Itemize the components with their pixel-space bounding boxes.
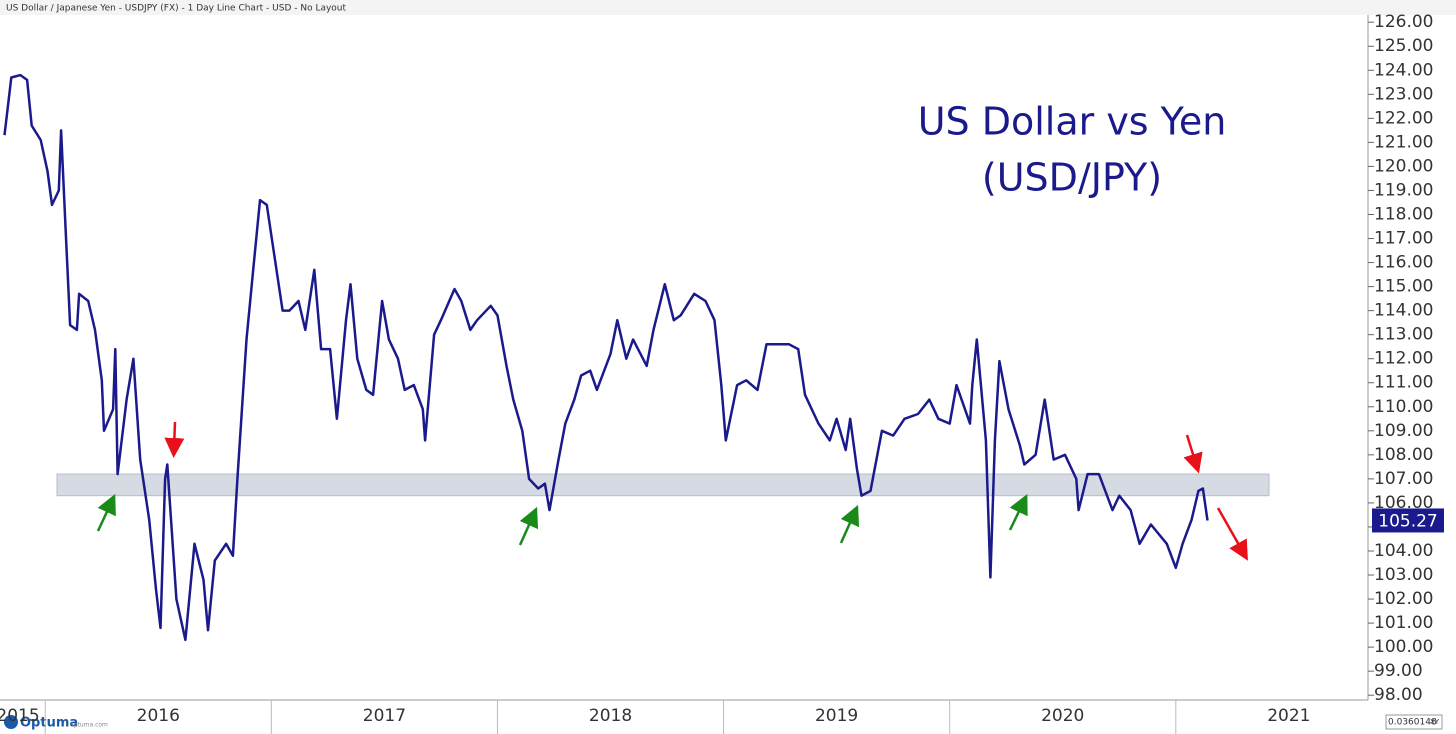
y-tick-label: 110.00: [1374, 397, 1433, 417]
y-tick-label: 103.00: [1374, 565, 1433, 585]
x-tick-label: 2015: [0, 706, 40, 726]
x-tick-label: 2018: [589, 706, 632, 726]
x-tick-label: 2017: [363, 706, 406, 726]
annotation-arrows: [96, 421, 1248, 561]
y-tick-label: 113.00: [1374, 325, 1433, 345]
x-tick-label: 2020: [1041, 706, 1084, 726]
brand-logo: [4, 715, 18, 729]
arrow: [1216, 507, 1248, 561]
last-value-box: [1372, 508, 1444, 533]
y-tick-label: 116.00: [1374, 253, 1433, 273]
header-bar: [0, 0, 1456, 15]
y-tick-label: 125.00: [1374, 36, 1433, 56]
brand: Optuma optuma.com: [4, 715, 108, 731]
y-tick-label: 108.00: [1374, 445, 1433, 465]
y-tick-label: 115.00: [1374, 277, 1433, 297]
arrow: [839, 504, 860, 544]
last-value-label: 105.27: [1378, 511, 1437, 531]
x-tick-label: 2019: [815, 706, 858, 726]
brand-url: optuma.com: [70, 722, 108, 729]
y-tick-label: 102.00: [1374, 589, 1433, 609]
arrow: [1183, 434, 1203, 474]
y-tick-label: 126.00: [1374, 12, 1433, 32]
x-tick-label: 2016: [137, 706, 180, 726]
arrow: [518, 506, 539, 546]
y-tick-label: 118.00: [1374, 204, 1433, 224]
corner-mode: XY: [1430, 718, 1440, 726]
y-tick-label: 114.00: [1374, 301, 1433, 321]
plot-area: [3, 73, 1270, 642]
y-tick-label: 111.00: [1374, 373, 1433, 393]
y-tick-label: 99.00: [1374, 661, 1423, 681]
corner-value: 0.0360148: [1388, 718, 1437, 728]
y-tick-label: 106.00: [1374, 493, 1433, 513]
brand-name: Optuma: [20, 716, 78, 731]
y-tick-label: 124.00: [1374, 60, 1433, 80]
y-tick-label: 109.00: [1374, 421, 1433, 441]
support-band: [56, 473, 1270, 497]
y-tick-label: 119.00: [1374, 180, 1433, 200]
y-tick-label: 98.00: [1374, 685, 1423, 705]
arrow: [96, 493, 116, 532]
chart-title: US Dollar vs Yen: [918, 100, 1227, 144]
y-tick-label: 112.00: [1374, 349, 1433, 369]
header-text: US Dollar / Japanese Yen - USDJPY (FX) -…: [6, 4, 347, 14]
y-tick-label: 123.00: [1374, 84, 1433, 104]
y-tick-label: 117.00: [1374, 229, 1433, 249]
y-tick-label: 101.00: [1374, 613, 1433, 633]
corner-box: [1385, 714, 1443, 730]
y-tick-label: 121.00: [1374, 132, 1433, 152]
arrow: [1008, 493, 1028, 531]
price-line: [3, 73, 1209, 642]
chart-title: (USD/JPY): [982, 156, 1162, 200]
y-tick-label: 120.00: [1374, 156, 1433, 176]
x-tick-label: 2021: [1267, 706, 1310, 726]
arrow: [164, 421, 185, 458]
y-tick-label: 107.00: [1374, 469, 1433, 489]
y-tick-label: 122.00: [1374, 108, 1433, 128]
y-tick-label: 104.00: [1374, 541, 1433, 561]
y-tick-label: 100.00: [1374, 637, 1433, 657]
